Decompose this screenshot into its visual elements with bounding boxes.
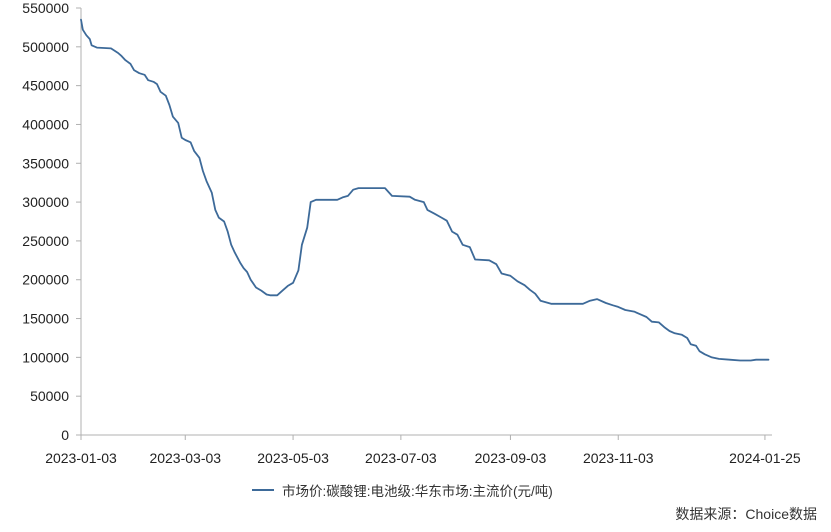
legend: 市场价:碳酸锂:电池级:华东市场:主流价(元/吨) <box>252 480 553 500</box>
y-tick-label: 550000 <box>22 0 69 16</box>
x-tick-label: 2023-07-03 <box>365 450 437 466</box>
data-source-note: 数据来源：Choice数据 <box>675 506 817 522</box>
y-tick-label: 300000 <box>22 194 69 210</box>
x-tick-label: 2023-03-03 <box>149 450 221 466</box>
y-axis: 0 50000 100000 150000 200000 250000 300000 3500… <box>22 0 82 443</box>
y-tick-label: 100000 <box>22 349 69 365</box>
x-tick-label: 2023-01-03 <box>45 450 117 466</box>
x-tick-label: 2024-01-25 <box>729 450 801 466</box>
legend-label: 市场价:碳酸锂:电池级:华东市场:主流价(元/吨) <box>282 484 553 499</box>
y-tick-label: 400000 <box>22 116 69 132</box>
x-tick-label: 2023-11-03 <box>583 450 654 466</box>
y-tick-label: 250000 <box>22 233 69 249</box>
x-axis: 2023-01-03 2023-03-03 2023-05-03 2023-07-03… <box>45 434 801 466</box>
x-tick-label: 2023-09-03 <box>475 450 547 466</box>
series-layer <box>80 18 770 362</box>
y-tick-label: 150000 <box>22 311 69 327</box>
legend-swatch <box>252 489 274 491</box>
y-tick-label: 500000 <box>22 39 69 55</box>
y-tick-label: 0 <box>61 427 69 443</box>
y-tick-label: 200000 <box>22 272 69 288</box>
y-tick-label: 50000 <box>30 388 69 404</box>
series-line <box>80 18 770 362</box>
y-tick-label: 450000 <box>22 78 69 94</box>
x-tick-label: 2023-05-03 <box>257 450 329 466</box>
y-tick-label: 350000 <box>22 155 69 171</box>
